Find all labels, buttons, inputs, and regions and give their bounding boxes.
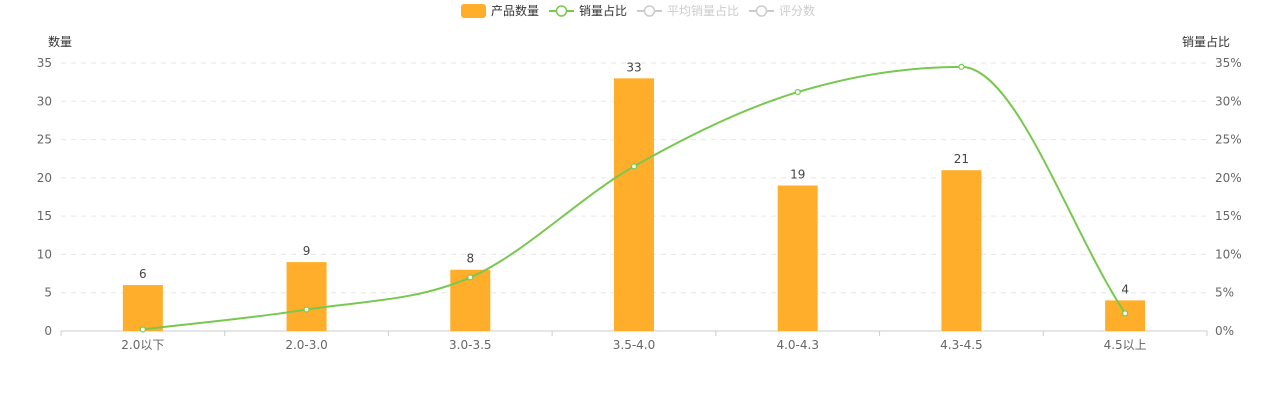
y-right-tick-label: 30% (1215, 94, 1242, 108)
legend-item-label: 产品数量 (491, 3, 539, 18)
y-right-tick-label: 15% (1215, 209, 1242, 223)
x-tick-label: 3.5-4.0 (613, 338, 656, 352)
legend-bar-icon[interactable] (461, 4, 486, 18)
bar[interactable] (614, 78, 654, 331)
legend-item-label: 销量占比 (579, 3, 627, 18)
x-tick-label: 4.0-4.3 (776, 338, 819, 352)
sales-share-point[interactable] (1122, 310, 1129, 317)
sales-share-point[interactable] (139, 326, 146, 333)
y-left-tick-label: 10 (37, 247, 52, 261)
x-tick-label: 2.0-3.0 (285, 338, 328, 352)
y-left-tick-label: 0 (44, 324, 52, 338)
bar-value-label: 33 (626, 60, 641, 74)
bar[interactable] (777, 185, 818, 331)
bar-value-label: 6 (139, 267, 147, 281)
bar-value-label: 4 (1121, 282, 1129, 296)
bar-value-label: 9 (303, 244, 311, 258)
sales-share-line (142, 65, 1126, 331)
y-right-tick-label: 20% (1215, 171, 1242, 185)
y-left-tick-label: 35 (37, 56, 52, 70)
bar[interactable] (122, 285, 163, 331)
sales-share-point[interactable] (630, 163, 638, 170)
y-left-tick-label: 25 (37, 133, 52, 147)
bar-value-label: 19 (790, 168, 805, 182)
sales-share-point[interactable] (958, 63, 965, 70)
y-left-axis-title: 数量 (48, 34, 72, 49)
x-tick-label: 4.5以上 (1104, 338, 1147, 352)
x-tick-label: 4.3-4.5 (940, 338, 983, 352)
sales-share-point[interactable] (467, 274, 474, 281)
bar[interactable] (286, 262, 327, 331)
y-right-tick-label: 25% (1215, 133, 1242, 147)
y-right-axis-title: 销量占比 (1182, 34, 1230, 49)
bar-value-label: 21 (954, 152, 969, 166)
legend-line-icon[interactable] (755, 5, 768, 17)
legend-item-label: 平均销量占比 (667, 3, 739, 18)
y-right-tick-label: 10% (1215, 247, 1242, 261)
y-left-tick-label: 5 (44, 286, 52, 300)
y-right-tick-label: 5% (1215, 286, 1234, 300)
sales-share-point[interactable] (303, 306, 310, 313)
y-right-tick-label: 0% (1215, 324, 1234, 338)
y-left-tick-label: 15 (37, 209, 52, 223)
y-right-tick-label: 35% (1215, 56, 1242, 70)
legend-line-icon[interactable] (643, 5, 656, 17)
x-tick-label: 2.0以下 (121, 338, 164, 352)
x-tick-label: 3.0-3.5 (449, 338, 492, 352)
bar[interactable] (941, 170, 982, 331)
legend-line-icon[interactable] (555, 5, 568, 17)
y-left-tick-label: 30 (37, 94, 52, 108)
sales-share-point[interactable] (794, 88, 801, 96)
bar-value-label: 8 (466, 252, 474, 266)
y-left-tick-label: 20 (37, 171, 52, 185)
legend-item-label: 评分数 (779, 3, 815, 18)
